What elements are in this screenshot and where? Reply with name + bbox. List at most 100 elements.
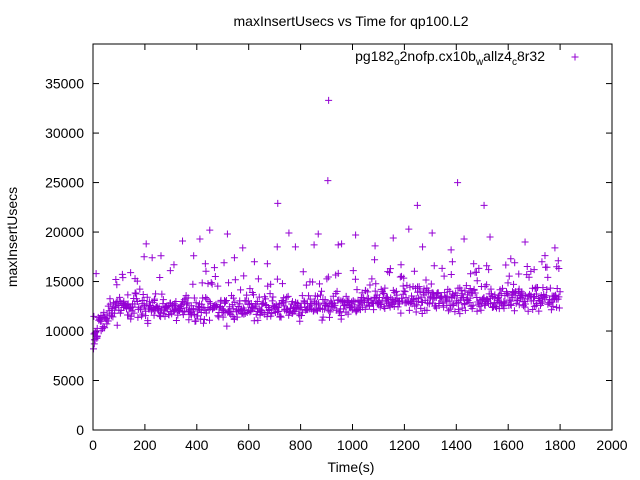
data-point [252, 310, 260, 318]
data-point-outlier [273, 243, 281, 251]
data-point [200, 316, 208, 324]
data-point [410, 267, 418, 275]
data-point [532, 290, 540, 298]
data-point [469, 301, 477, 309]
data-point [101, 324, 109, 332]
data-point [447, 271, 455, 279]
data-point-outlier [405, 225, 413, 233]
data-point-outlier [119, 274, 127, 282]
data-point [280, 294, 288, 302]
data-point [152, 290, 160, 298]
data-point-outlier [90, 330, 98, 338]
data-point [366, 281, 374, 289]
data-point [515, 270, 523, 278]
y-tick-label: 0 [76, 422, 84, 438]
data-point [318, 287, 326, 295]
y-tick-label: 25000 [45, 175, 84, 191]
data-point [457, 286, 465, 294]
data-point [180, 296, 188, 304]
data-point-outlier [454, 179, 462, 187]
data-point [527, 267, 535, 275]
data-point [453, 292, 461, 300]
x-axis-label: Time(s) [328, 459, 375, 475]
data-point-outlier [92, 270, 100, 278]
x-tick-label: 1200 [389, 437, 420, 453]
data-point [484, 296, 492, 304]
data-point [223, 322, 231, 330]
data-point [124, 291, 132, 299]
data-point [539, 284, 547, 292]
data-point [510, 307, 518, 315]
data-point [95, 316, 103, 324]
data-point-outlier [389, 234, 397, 242]
data-point [401, 288, 409, 296]
data-point [504, 279, 512, 287]
data-point-outlier [428, 229, 436, 237]
data-point [202, 293, 210, 301]
data-point [441, 289, 449, 297]
data-point [273, 275, 281, 283]
data-point [316, 280, 324, 288]
data-point [199, 319, 207, 327]
data-point [142, 312, 150, 320]
data-point [134, 313, 142, 321]
data-point [494, 295, 502, 303]
y-tick-label: 30000 [45, 125, 84, 141]
data-point-outlier [334, 241, 342, 249]
data-point [136, 285, 144, 293]
data-point [521, 303, 529, 311]
x-tick-label: 1800 [545, 437, 576, 453]
data-point [233, 313, 241, 321]
legend-label-part: o [394, 57, 400, 68]
data-point [466, 285, 474, 293]
data-point [161, 312, 169, 320]
data-point [90, 312, 98, 320]
data-point [353, 286, 361, 294]
data-point [189, 280, 197, 288]
data-point [325, 307, 333, 315]
data-point [456, 310, 464, 318]
data-point [116, 293, 124, 301]
data-point [440, 272, 448, 280]
data-point [451, 308, 459, 316]
legend-label-part: allz4 [483, 48, 512, 64]
data-point [462, 282, 470, 290]
data-point [131, 289, 139, 297]
data-point [226, 309, 234, 317]
data-point [344, 310, 352, 318]
data-point [515, 301, 523, 309]
data-point [529, 305, 537, 313]
data-point [309, 278, 317, 286]
data-point-outlier [230, 254, 238, 262]
data-point [510, 280, 518, 288]
data-point [529, 293, 537, 301]
data-point [178, 298, 186, 306]
data-point [500, 304, 508, 312]
data-point [276, 312, 284, 320]
data-point [143, 293, 151, 301]
legend-label-part: pg182 [355, 48, 394, 64]
data-point [172, 317, 180, 325]
data-point-outlier [538, 258, 546, 266]
data-point [459, 293, 467, 301]
data-point [150, 297, 158, 305]
chart-title: maxInsertUsecs vs Time for qp100.L2 [234, 13, 469, 29]
data-point [420, 285, 428, 293]
data-point [215, 304, 223, 312]
data-point [219, 313, 227, 321]
data-point [109, 313, 117, 321]
data-point [280, 302, 288, 310]
data-point [268, 310, 276, 318]
data-point [546, 284, 554, 292]
data-point [400, 287, 408, 295]
data-point [473, 307, 481, 315]
data-point [189, 305, 197, 313]
data-point [542, 292, 550, 300]
data-point-outlier [371, 242, 379, 250]
data-point [331, 301, 339, 309]
data-point [555, 304, 563, 312]
data-point [406, 299, 414, 307]
data-point [302, 281, 310, 289]
data-point [337, 312, 345, 320]
data-point [446, 305, 454, 313]
